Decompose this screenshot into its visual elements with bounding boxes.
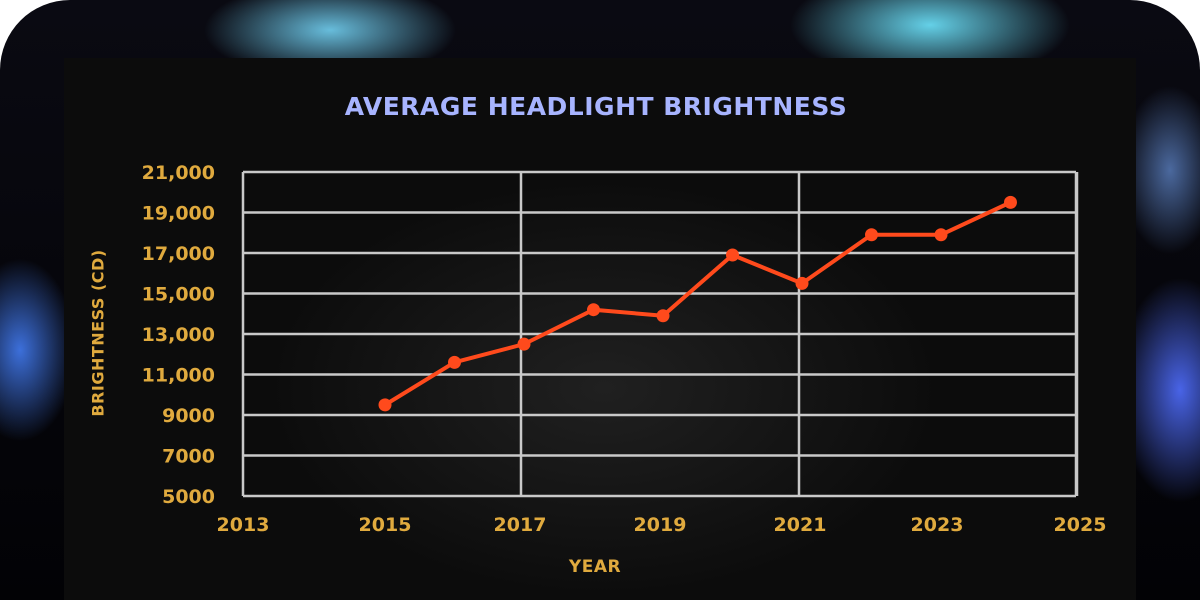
y-tick-label: 9000 [162,405,215,427]
x-tick-label: 2019 [634,514,687,536]
x-axis-label: YEAR [568,557,622,577]
x-tick-label: 2023 [911,514,964,536]
y-tick-label: 21,000 [142,162,215,184]
y-tick-label: 5000 [162,486,215,508]
data-point [1004,195,1017,209]
data-point [726,248,739,262]
y-tick-label: 19,000 [142,203,215,225]
x-tick-label: 2017 [494,514,547,536]
data-point [656,309,670,323]
x-tick-label: 2015 [359,514,412,536]
data-point [448,355,461,369]
y-tick-label: 11,000 [142,365,215,387]
data-point [587,303,600,317]
series-line [383,200,1012,407]
x-tick-label: 2025 [1054,514,1107,536]
data-point [865,228,878,242]
series [378,195,1017,412]
chart-title: AVERAGE HEADLIGHT BRIGHTNESS [344,92,848,121]
y-tick-labels: 21,000 19,000 17,000 15,000 13,000 11,000 9000… [142,162,215,508]
x-tick-label: 2021 [774,514,827,536]
y-tick-label: 15,000 [142,284,215,306]
x-tick-labels: 2013 2015 2017 2019 2021 2023 2025 [217,514,1107,536]
data-point [795,276,809,290]
data-point [378,398,392,412]
y-tick-label: 7000 [162,446,215,468]
y-tick-label: 17,000 [142,243,215,265]
grid [241,170,1079,498]
data-point [517,337,531,351]
y-tick-label: 13,000 [142,324,215,346]
data-point [934,228,948,242]
x-tick-label: 2013 [217,514,270,536]
